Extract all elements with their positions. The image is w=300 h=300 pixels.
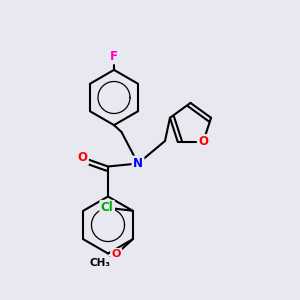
Text: O: O: [198, 136, 208, 148]
Text: CH₃: CH₃: [89, 258, 110, 268]
Text: F: F: [110, 50, 118, 63]
Text: O: O: [77, 151, 88, 164]
Text: N: N: [133, 157, 143, 170]
Text: Cl: Cl: [101, 201, 114, 214]
Text: O: O: [112, 249, 121, 259]
